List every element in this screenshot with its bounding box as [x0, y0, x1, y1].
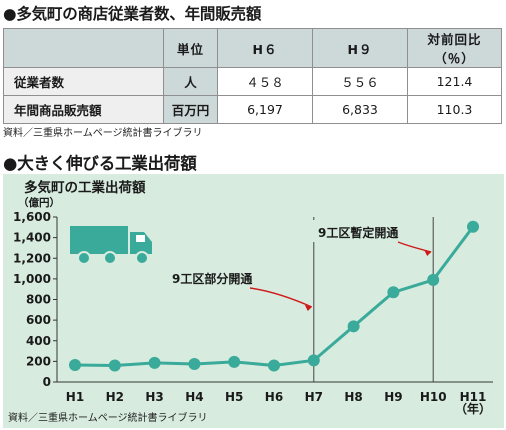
y-tick-label: 1,200	[13, 251, 51, 265]
data-point	[148, 356, 161, 369]
annotation-label: 9工区暫定開通	[318, 225, 398, 240]
x-tick-label: H9	[384, 390, 402, 404]
series-points	[69, 220, 479, 372]
annotation-label-bg	[164, 266, 256, 288]
y-tick-label: 400	[26, 334, 51, 348]
table-row: 年間商品販売額 百万円 6,197 6,833 110.3	[3, 95, 502, 124]
section2-title: ●大きく伸びる工業出荷額	[3, 154, 197, 173]
row-unit: 百万円	[163, 95, 218, 124]
annotation-arrow-head	[304, 305, 312, 311]
annotations: 9工区部分開通 9工区暫定開通	[164, 220, 432, 311]
y-unit-label: （億円）	[18, 197, 60, 209]
x-tick-label: H4	[185, 390, 203, 404]
annotation-arrow-line	[249, 287, 313, 308]
annotation-arrow-head	[424, 250, 432, 256]
data-point	[427, 273, 440, 286]
x-tick-label: H10	[420, 390, 447, 404]
y-tick-label: 200	[26, 354, 51, 368]
row-h6-value: 6,197	[217, 95, 313, 124]
x-tick-label: H5	[225, 390, 243, 404]
x-tick-label: H2	[106, 390, 124, 404]
data-point	[108, 359, 121, 372]
row-ratio-value: 121.4	[407, 67, 502, 96]
chart-title: 多気町の工業出荷額	[24, 180, 146, 196]
x-tick-label: H1	[66, 390, 84, 404]
annotation-label-bg	[310, 220, 404, 242]
y-tick-label: 800	[26, 293, 51, 307]
y-tick-label: 0	[43, 375, 51, 389]
x-tick-label: H6	[265, 390, 283, 404]
stats-table: 単位 H６ H９ 対前回比（％） 従業者数 人 ４５８ ５５６ 121.4 年間…	[3, 28, 502, 124]
table-header-row: 単位 H６ H９ 対前回比（％）	[3, 28, 502, 68]
data-point	[307, 354, 320, 367]
data-point	[387, 286, 400, 299]
header-cell-ratio: 対前回比（％）	[407, 28, 502, 68]
x-tick-label: H7	[305, 390, 323, 404]
x-axis-ticks: H1 H2 H3 H4 H5 H6 H7 H8 H9 H10 H11	[66, 390, 487, 404]
y-tick-label: 1,000	[13, 272, 51, 286]
data-point	[228, 355, 241, 368]
x-tick-label: H8	[344, 390, 362, 404]
annotation-label: 9工区部分開通	[172, 271, 252, 286]
x-tick-label: H11	[460, 390, 487, 404]
x-unit-label: （年）	[455, 401, 491, 416]
data-point	[467, 220, 479, 233]
row-h9-value: ５５６	[312, 67, 408, 96]
row-h6-value: ４５８	[217, 67, 313, 96]
data-point	[188, 357, 201, 370]
y-tick-label: 600	[26, 313, 51, 327]
row-ratio-value: 110.3	[407, 95, 502, 124]
y-tick-label: 1,400	[13, 231, 51, 245]
data-point	[268, 359, 280, 372]
y-axis-ticks: 0 200 400 600 800 1,000 1,200 1,400 1,600	[13, 210, 57, 389]
row-unit: 人	[163, 67, 218, 96]
chart-source-note: 資料／三重県ホームページ統計書ライブラリ	[8, 413, 208, 424]
x-tick-label: H3	[145, 390, 163, 404]
row-label: 年間商品販売額	[3, 95, 164, 124]
section1-title: ●多気町の商店従業者数、年間販売額	[3, 5, 262, 23]
chart-panel	[3, 174, 504, 428]
data-point	[347, 320, 360, 333]
y-tick-label: 1,600	[13, 210, 51, 224]
data-point	[69, 358, 81, 371]
table-source-note: 資料／三重県ホームページ統計書ライブラリ	[3, 128, 203, 139]
row-h9-value: 6,833	[312, 95, 408, 124]
annotation-arrow-line	[397, 241, 432, 253]
header-cell-h9: H９	[312, 28, 408, 68]
truck-icon	[70, 226, 152, 265]
